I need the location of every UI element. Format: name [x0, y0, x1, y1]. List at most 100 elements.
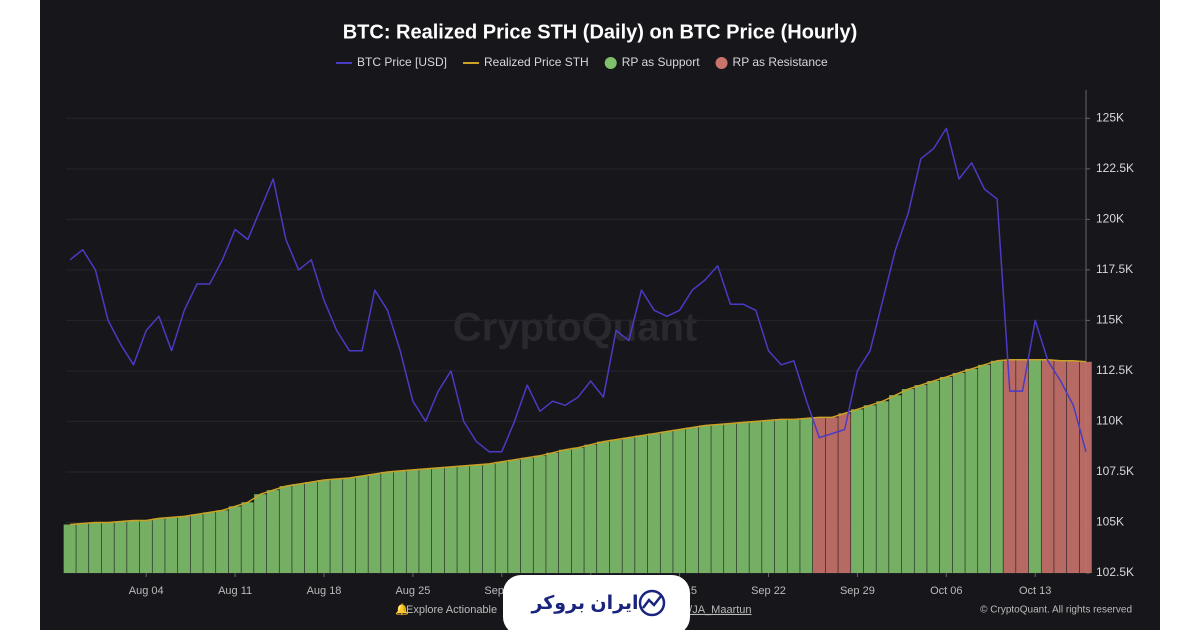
- rp-bar: [851, 409, 864, 573]
- logo-box: [503, 575, 690, 630]
- rp-bar: [698, 425, 711, 573]
- rp-bar: [787, 419, 800, 573]
- rp-bar: [762, 420, 775, 573]
- rp-bar: [876, 401, 889, 573]
- rp-bar: [76, 523, 89, 573]
- logo-icon: [638, 589, 666, 617]
- rp-bar: [1016, 359, 1029, 573]
- rp-bar: [520, 457, 533, 573]
- rp-bar: [127, 520, 140, 573]
- rp-bar: [622, 437, 635, 573]
- footer-left: 🔔: [395, 603, 409, 616]
- rp-bar: [800, 418, 813, 573]
- rp-bar: [647, 433, 660, 573]
- rp-bar: [825, 417, 838, 573]
- rp-bar: [177, 516, 191, 573]
- rp-bar: [406, 469, 419, 573]
- rp-bar: [279, 486, 292, 573]
- rp-bar: [444, 466, 457, 573]
- rp-bar: [889, 395, 902, 573]
- rp-bar: [774, 419, 787, 573]
- rp-bar: [355, 475, 368, 573]
- y-tick-label: 105K: [1096, 515, 1124, 529]
- rp-bar: [660, 431, 673, 573]
- y-tick-label: 117.5K: [1096, 262, 1133, 276]
- rp-bar: [584, 444, 597, 573]
- rp-bar: [343, 478, 356, 573]
- y-tick-label: 112.5K: [1096, 363, 1133, 377]
- rp-bar: [711, 424, 724, 573]
- rp-bar: [1003, 359, 1016, 573]
- rp-bar: [863, 405, 876, 573]
- x-tick-label: Aug 18: [307, 585, 342, 597]
- rp-bar: [673, 429, 686, 573]
- footer-mid: m/JA_Maartun: [680, 604, 752, 616]
- rp-bar: [495, 461, 508, 573]
- rp-bar: [152, 518, 165, 573]
- x-tick-label: Oct 13: [1019, 585, 1051, 597]
- rp-bar: [292, 484, 305, 573]
- rp-bar: [482, 463, 495, 573]
- rp-bar: [749, 421, 762, 573]
- rp-bar: [533, 455, 546, 573]
- y-tick-label: 120K: [1096, 212, 1124, 226]
- rp-bar: [165, 517, 178, 573]
- rp-bar: [114, 521, 127, 573]
- rp-bar: [914, 385, 927, 573]
- rp-bar: [1079, 361, 1092, 573]
- legend-label: RP as Resistance: [733, 55, 828, 69]
- rp-bar: [939, 376, 953, 573]
- rp-bar: [266, 490, 279, 573]
- rp-bar: [89, 522, 102, 573]
- y-tick-label: 115K: [1096, 313, 1123, 327]
- rp-bar: [635, 435, 648, 573]
- y-tick-label: 125K: [1096, 110, 1124, 124]
- y-tick-label: 110K: [1096, 414, 1123, 428]
- rp-bar: [228, 506, 241, 573]
- rp-bar: [609, 439, 622, 573]
- logo: ایران بروکر: [503, 575, 690, 630]
- rp-bar: [101, 522, 114, 573]
- rp-bar: [203, 512, 216, 573]
- footer-right: © CryptoQuant. All rights reserved: [980, 605, 1132, 616]
- rp-bar: [1066, 360, 1080, 573]
- rp-bar: [216, 510, 229, 573]
- rp-bar: [241, 502, 254, 573]
- rp-bar: [139, 520, 152, 573]
- rp-bar: [419, 468, 432, 573]
- legend-swatch: [604, 57, 617, 69]
- rp-bar: [1041, 359, 1054, 573]
- watermark: CryptoQuant: [453, 306, 697, 350]
- rp-bar: [381, 471, 394, 573]
- x-tick-label: Sep 29: [840, 585, 875, 597]
- logo-text: ایران بروکر: [530, 593, 638, 614]
- rp-bar: [1054, 360, 1067, 573]
- logo-icon: [642, 595, 662, 609]
- rp-bar: [457, 465, 470, 573]
- rp-bar: [330, 479, 343, 573]
- rp-bar: [736, 422, 749, 573]
- chart-title: BTC: Realized Price STH (Daily) on BTC P…: [343, 21, 858, 43]
- rp-bar: [63, 524, 76, 573]
- rp-bar: [990, 360, 1003, 573]
- rp-bar: [508, 459, 521, 573]
- rp-bar: [470, 464, 483, 573]
- rp-bar: [393, 470, 406, 573]
- rp-bar: [368, 473, 381, 573]
- rp-bar: [304, 482, 318, 573]
- legend-label: BTC Price [USD]: [357, 55, 447, 69]
- rp-bar: [254, 494, 267, 573]
- rp-bar: [431, 467, 445, 573]
- rp-bar: [901, 389, 914, 573]
- rp-bar: [190, 514, 203, 573]
- series-line: [69, 359, 1087, 526]
- rp-bar: [558, 449, 572, 573]
- rp-bar: [597, 441, 610, 573]
- rp-bar: [1028, 359, 1041, 573]
- rp-bar: [571, 447, 584, 573]
- x-tick-label: Oct 06: [930, 585, 962, 597]
- rp-bar: [927, 381, 940, 573]
- rp-bar: [812, 417, 826, 573]
- rp-bar: [965, 368, 978, 573]
